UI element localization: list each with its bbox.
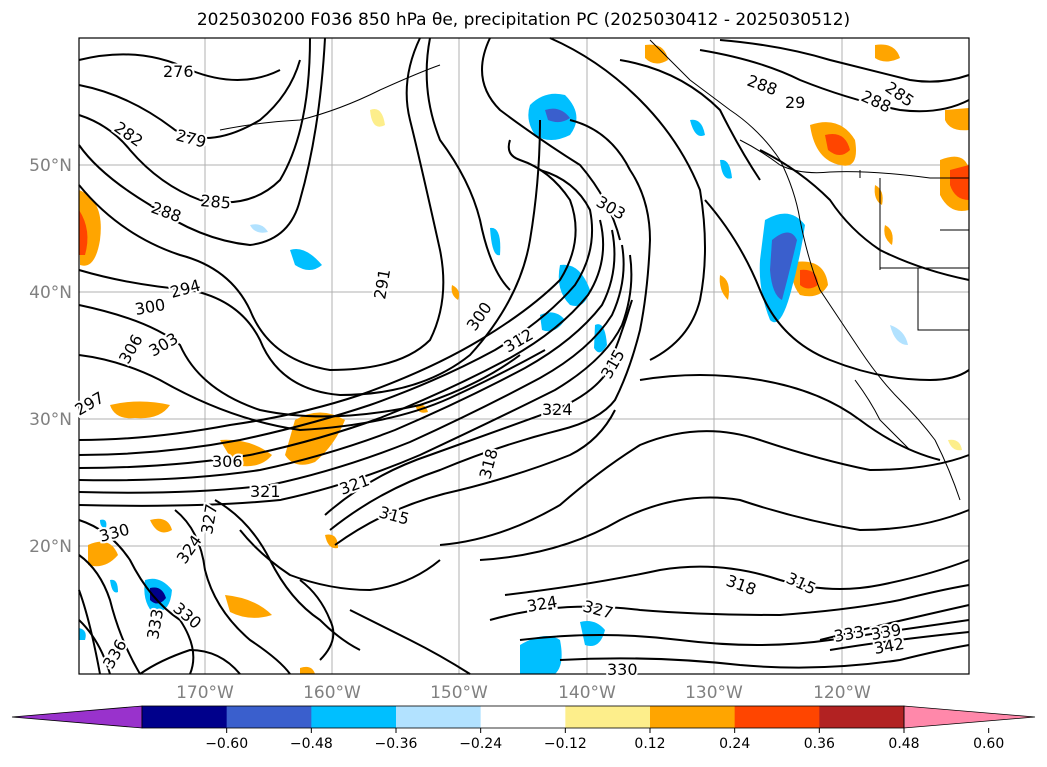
colorbar-tick-label: −0.24	[459, 736, 502, 752]
latitude-labels: 50°N 40°N 30°N 20°N	[29, 156, 72, 557]
colorbar-tick-label: −0.12	[544, 736, 587, 752]
colorbar-segment	[311, 706, 397, 728]
lat-label: 40°N	[29, 283, 72, 303]
map-title: 2025030200 F036 850 hPa θe, precipitatio…	[196, 10, 851, 30]
lon-label: 150°W	[430, 683, 488, 703]
colorbar-outline	[141, 705, 905, 729]
contour-label: 276	[163, 62, 194, 81]
theta-e-contours	[78, 37, 970, 675]
contour-label: 330	[607, 660, 638, 679]
contour-label: 324	[542, 400, 573, 419]
lon-label: 170°W	[176, 683, 234, 703]
colorbar-segment	[650, 706, 736, 728]
colorbar-segment	[480, 706, 566, 728]
longitude-labels: 170°W 160°W 150°W 140°W 130°W 120°W	[176, 683, 871, 703]
colorbar-tick-label: 0.12	[634, 736, 665, 752]
colorbar-segment	[396, 706, 482, 728]
colorbar-tick-label: −0.60	[205, 736, 248, 752]
contour-label: 285	[200, 191, 232, 213]
lat-label: 50°N	[29, 156, 72, 176]
colorbar-tick-label: −0.48	[290, 736, 333, 752]
contour-label: 321	[250, 482, 281, 501]
colorbar: −0.60 −0.48 −0.36 −0.24 −0.12 0.12 0.24 0.36 0.4…	[11, 705, 1036, 752]
map-frame	[78, 37, 970, 675]
colorbar-tick-label: −0.36	[375, 736, 418, 752]
lat-label: 30°N	[29, 410, 72, 430]
colorbar-segment	[565, 706, 651, 728]
colorbar-tick-label: 0.60	[973, 736, 1004, 752]
lon-label: 120°W	[813, 683, 871, 703]
lon-label: 130°W	[685, 683, 743, 703]
lon-label: 140°W	[558, 683, 616, 703]
colorbar-extend-low	[11, 705, 143, 729]
colorbar-extend-high	[903, 705, 1036, 729]
colorbar-segment	[819, 706, 905, 728]
lon-label: 160°W	[303, 683, 361, 703]
colorbar-segment	[142, 706, 228, 728]
lat-label: 20°N	[29, 537, 72, 557]
colorbar-tick-label: 0.48	[888, 736, 919, 752]
colorbar-segment	[734, 706, 820, 728]
colorbar-segment	[226, 706, 312, 728]
coastline	[219, 39, 969, 501]
contour-label: 29	[785, 93, 805, 112]
colorbar-tick-label: 0.24	[719, 736, 750, 752]
colorbar-tick-label: 0.36	[804, 736, 835, 752]
contour-label: 306	[212, 452, 243, 471]
